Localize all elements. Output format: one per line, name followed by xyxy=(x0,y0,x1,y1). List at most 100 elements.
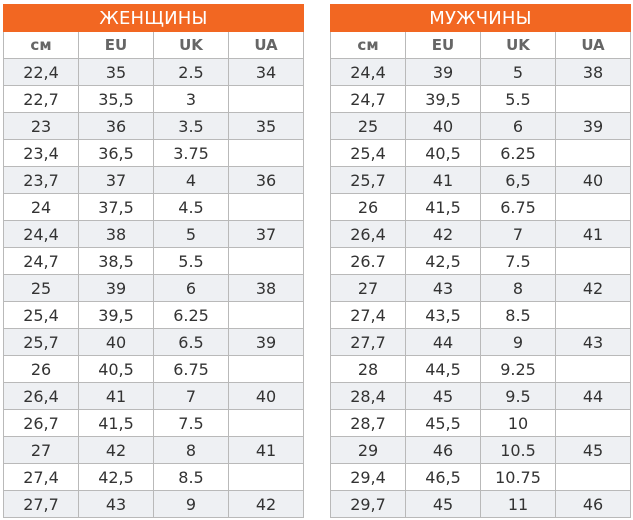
table-cell: 37,5 xyxy=(78,193,154,221)
table-cell: 7 xyxy=(480,220,556,248)
table-cell xyxy=(228,355,304,383)
table-cell: 40 xyxy=(405,112,481,140)
table-cell xyxy=(555,463,631,491)
table-cell: 6.5 xyxy=(153,328,229,356)
table-cell: 6.75 xyxy=(480,193,556,221)
men-header-uk: UK xyxy=(480,31,556,59)
men-header-row: см EU UK UA xyxy=(330,31,631,59)
table-cell: 40 xyxy=(555,166,631,194)
table-cell: 8.5 xyxy=(480,301,556,329)
table-cell: 45 xyxy=(405,490,481,518)
table-row: 27,4 42,5 8.5 xyxy=(3,463,304,491)
table-cell xyxy=(228,247,304,275)
table-row: 24,4 39 5 38 xyxy=(330,58,631,86)
men-title: МУЖЧИНЫ xyxy=(330,4,631,32)
table-row: 27,7 44 9 43 xyxy=(330,328,631,356)
table-cell: 25 xyxy=(330,112,406,140)
table-row: 29,4 46,5 10.75 xyxy=(330,463,631,491)
table-cell: 6.25 xyxy=(153,301,229,329)
table-cell: 25,4 xyxy=(3,301,79,329)
table-cell: 27,7 xyxy=(3,490,79,518)
table-cell: 46 xyxy=(555,490,631,518)
table-row: 23,4 36,5 3.75 xyxy=(3,139,304,167)
table-cell: 27 xyxy=(3,436,79,464)
table-row: 25,4 39,5 6.25 xyxy=(3,301,304,329)
men-title-row: МУЖЧИНЫ xyxy=(330,4,631,32)
table-cell: 39 xyxy=(405,58,481,86)
table-cell: 46,5 xyxy=(405,463,481,491)
table-row: 24,4 38 5 37 xyxy=(3,220,304,248)
table-cell: 35 xyxy=(228,112,304,140)
table-cell: 27 xyxy=(330,274,406,302)
table-cell: 7.5 xyxy=(480,247,556,275)
table-cell: 36 xyxy=(228,166,304,194)
men-table-body: 24,4 39 5 38 24,7 39,5 5.5 25 40 6 39 25,4 40,5 6.25 2… xyxy=(330,58,631,518)
table-cell: 39 xyxy=(555,112,631,140)
table-cell: 44 xyxy=(405,328,481,356)
table-cell: 37 xyxy=(78,166,154,194)
table-cell xyxy=(555,247,631,275)
women-header-ua: UA xyxy=(228,31,304,59)
table-row: 23,7 37 4 36 xyxy=(3,166,304,194)
table-cell: 8.5 xyxy=(153,463,229,491)
table-cell: 38,5 xyxy=(78,247,154,275)
table-cell: 4.5 xyxy=(153,193,229,221)
table-row: 25,7 41 6,5 40 xyxy=(330,166,631,194)
women-table-body: 22,4 35 2.5 34 22,7 35,5 3 23 36 3.5 35 23,4 36,5 3.7… xyxy=(3,58,304,518)
table-cell: 43,5 xyxy=(405,301,481,329)
table-cell: 42 xyxy=(78,436,154,464)
table-cell: 34 xyxy=(228,58,304,86)
men-header-eu: EU xyxy=(405,31,481,59)
table-row: 25,7 40 6.5 39 xyxy=(3,328,304,356)
women-header-eu: EU xyxy=(78,31,154,59)
table-cell: 39 xyxy=(78,274,154,302)
table-cell xyxy=(228,409,304,437)
women-size-table: ЖЕНЩИНЫ см EU UK UA 22,4 35 2.5 34 22,7 35,5 3… xyxy=(3,4,304,518)
table-cell: 44,5 xyxy=(405,355,481,383)
table-cell: 35 xyxy=(78,58,154,86)
table-cell: 26 xyxy=(330,193,406,221)
table-cell: 45,5 xyxy=(405,409,481,437)
table-cell: 26,4 xyxy=(330,220,406,248)
table-row: 25 40 6 39 xyxy=(330,112,631,140)
table-row: 27 42 8 41 xyxy=(3,436,304,464)
table-cell: 10.75 xyxy=(480,463,556,491)
table-cell xyxy=(555,301,631,329)
table-cell: 24,7 xyxy=(330,85,406,113)
table-cell: 41 xyxy=(555,220,631,248)
table-cell: 23,4 xyxy=(3,139,79,167)
table-row: 23 36 3.5 35 xyxy=(3,112,304,140)
table-cell xyxy=(228,193,304,221)
table-cell: 36,5 xyxy=(78,139,154,167)
table-cell: 5.5 xyxy=(153,247,229,275)
table-cell: 27,4 xyxy=(330,301,406,329)
table-cell: 42,5 xyxy=(78,463,154,491)
table-cell: 6 xyxy=(153,274,229,302)
table-cell: 6,5 xyxy=(480,166,556,194)
table-cell: 42 xyxy=(228,490,304,518)
table-row: 24,7 38,5 5.5 xyxy=(3,247,304,275)
table-cell: 29,7 xyxy=(330,490,406,518)
table-cell: 46 xyxy=(405,436,481,464)
men-size-table: МУЖЧИНЫ см EU UK UA 24,4 39 5 38 24,7 39,5 5.5… xyxy=(330,4,631,518)
table-row: 29 46 10.5 45 xyxy=(330,436,631,464)
men-header-ua: UA xyxy=(555,31,631,59)
table-cell: 28,4 xyxy=(330,382,406,410)
table-cell: 40 xyxy=(78,328,154,356)
table-cell: 5 xyxy=(480,58,556,86)
table-cell: 8 xyxy=(153,436,229,464)
table-cell: 25,4 xyxy=(330,139,406,167)
table-row: 22,4 35 2.5 34 xyxy=(3,58,304,86)
women-title: ЖЕНЩИНЫ xyxy=(3,4,304,32)
table-cell: 9.25 xyxy=(480,355,556,383)
table-row: 27,7 43 9 42 xyxy=(3,490,304,518)
table-cell: 5 xyxy=(153,220,229,248)
table-cell: 7 xyxy=(153,382,229,410)
table-row: 27,4 43,5 8.5 xyxy=(330,301,631,329)
table-cell: 40,5 xyxy=(405,139,481,167)
table-cell xyxy=(228,85,304,113)
table-cell: 25,7 xyxy=(330,166,406,194)
table-cell xyxy=(228,463,304,491)
table-cell: 42,5 xyxy=(405,247,481,275)
women-header-uk: UK xyxy=(153,31,229,59)
